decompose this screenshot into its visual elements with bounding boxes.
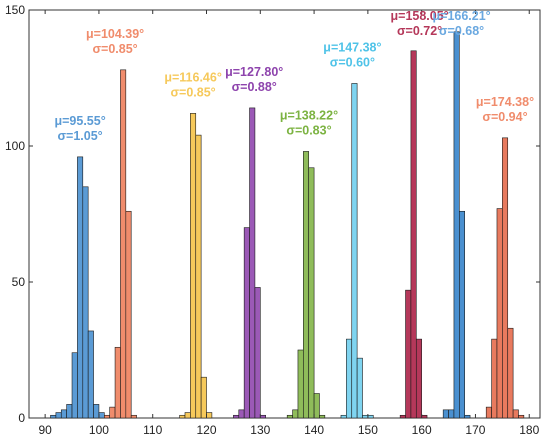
x-tick-label: 110 xyxy=(143,423,162,437)
x-tick-label: 160 xyxy=(412,423,432,437)
histogram-bar xyxy=(71,352,78,419)
histogram-bar xyxy=(303,151,310,419)
histogram-bar xyxy=(346,338,353,419)
histogram-bar xyxy=(313,393,320,419)
histogram-bar xyxy=(319,414,326,419)
histogram-bar xyxy=(254,287,261,419)
sigma-label: σ=0.83° xyxy=(286,123,331,137)
histogram-bar xyxy=(200,376,207,419)
histogram-bar xyxy=(233,414,240,419)
histogram-bar xyxy=(98,412,105,419)
y-tick-label: 0 xyxy=(18,411,25,425)
histogram-bar xyxy=(82,186,89,419)
histogram-bar xyxy=(93,404,100,419)
histogram-bar xyxy=(351,83,358,419)
histogram-bar xyxy=(405,289,412,419)
histogram-bar xyxy=(66,404,73,419)
histogram-bar xyxy=(87,330,94,419)
histogram-bar xyxy=(109,406,116,419)
y-tick-label: 100 xyxy=(5,139,25,153)
histogram-bar xyxy=(190,113,197,419)
histogram-bar xyxy=(206,412,213,419)
mean-label: μ=104.39° xyxy=(86,27,144,41)
histogram-bar xyxy=(243,227,250,419)
histogram-bar xyxy=(77,156,84,419)
histogram-bar xyxy=(421,414,428,419)
x-tick-label: 120 xyxy=(196,423,216,437)
histogram-bar xyxy=(104,414,110,419)
histogram-bar xyxy=(55,412,62,419)
histogram-bar xyxy=(308,167,315,419)
histogram-bar xyxy=(453,31,460,419)
mean-label: μ=147.38° xyxy=(323,40,381,54)
histogram-bar xyxy=(184,412,191,419)
histogram-bar xyxy=(292,409,299,419)
histogram-bar xyxy=(179,414,186,419)
x-axis-ticks: 90 100 110 120 130 140 150 160 170 180 xyxy=(38,10,540,437)
y-tick-label: 50 xyxy=(12,275,26,289)
mean-label: μ=166.21° xyxy=(433,9,491,23)
histogram-bar xyxy=(491,338,498,419)
x-tick-label: 170 xyxy=(465,423,485,437)
histogram-bar xyxy=(286,414,293,419)
histogram-bar xyxy=(512,409,519,419)
sigma-label: σ=0.85° xyxy=(93,42,138,56)
x-tick-label: 130 xyxy=(250,423,270,437)
histogram-bar xyxy=(485,406,492,419)
histogram-bar xyxy=(50,414,57,419)
x-tick-label: 100 xyxy=(89,423,109,437)
histogram-bar xyxy=(464,414,471,419)
histogram-bar xyxy=(518,414,525,419)
histogram-bar xyxy=(259,414,266,419)
histogram-bar xyxy=(340,414,347,419)
sigma-label: σ=0.85° xyxy=(171,85,216,99)
histogram-bar xyxy=(507,327,514,419)
histogram-bar xyxy=(195,134,202,419)
histogram-bar xyxy=(496,208,503,419)
sigma-label: σ=0.68° xyxy=(439,24,484,38)
mean-label: μ=127.80° xyxy=(225,65,283,79)
histogram-bar xyxy=(114,346,121,419)
histogram-bar xyxy=(415,338,422,419)
x-tick-label: 90 xyxy=(38,423,52,437)
histogram-bar xyxy=(297,349,304,419)
y-axis-ticks: 0 50 100 150 xyxy=(5,3,540,425)
histogram-bar xyxy=(442,409,449,419)
histogram-bar xyxy=(367,414,374,419)
histogram-bar xyxy=(410,50,417,419)
sigma-label: σ=0.72° xyxy=(397,24,442,38)
histogram-bar xyxy=(356,357,363,419)
histogram-bar xyxy=(60,409,67,419)
histogram-bar xyxy=(399,414,406,419)
y-tick-label: 150 xyxy=(5,3,25,17)
sigma-label: σ=0.88° xyxy=(232,80,277,94)
x-tick-label: 180 xyxy=(519,423,539,437)
mean-label: μ=158.05° xyxy=(391,9,449,23)
mean-label: μ=116.46° xyxy=(164,70,222,84)
x-tick-label: 150 xyxy=(358,423,378,437)
histogram-bar xyxy=(125,210,132,419)
sigma-label: σ=0.94° xyxy=(482,110,527,124)
histogram-bar xyxy=(448,409,455,419)
histogram-bar xyxy=(120,69,127,419)
histogram-bar xyxy=(249,107,256,419)
mean-label: μ=95.55° xyxy=(54,114,105,128)
annotations-group: μ=95.55°σ=1.05°μ=104.39°σ=0.85°μ=116.46°… xyxy=(54,9,534,143)
histogram-bar xyxy=(130,414,137,419)
histogram-bar xyxy=(238,409,245,419)
bars-group xyxy=(50,31,525,419)
mean-label: μ=138.22° xyxy=(280,108,338,122)
histogram-bar xyxy=(459,210,466,419)
histogram-bar xyxy=(502,137,509,419)
mean-label: μ=174.38° xyxy=(476,95,534,109)
sigma-label: σ=1.05° xyxy=(58,129,103,143)
x-tick-label: 140 xyxy=(304,423,324,437)
sigma-label: σ=0.60° xyxy=(330,55,375,69)
histogram-bar xyxy=(362,414,369,419)
